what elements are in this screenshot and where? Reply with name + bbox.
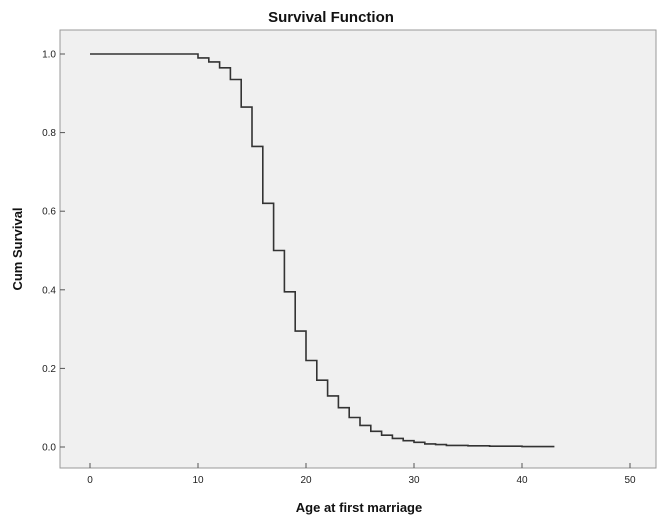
chart-title: Survival Function	[268, 9, 394, 26]
x-axis-ticks: 0 10 20 30 40 50	[87, 463, 636, 486]
x-tick-label: 20	[300, 475, 312, 486]
plot-area	[59, 29, 657, 469]
y-tick-label: 1.0	[42, 50, 56, 61]
x-tick-label: 30	[408, 475, 420, 486]
y-axis-ticks: 0.0 0.2 0.4 0.6 0.8 1.0	[42, 50, 65, 454]
survival-step-line	[90, 53, 555, 448]
x-tick-label: 10	[192, 475, 204, 486]
x-tick-label: 0	[87, 475, 93, 486]
x-axis-label: Age at first marriage	[296, 500, 422, 515]
y-axis-label: Cum Survival	[10, 207, 25, 290]
x-tick-label: 50	[624, 475, 636, 486]
y-tick-label: 0.0	[42, 443, 56, 454]
y-tick-label: 0.4	[42, 285, 56, 296]
y-tick-label: 0.8	[42, 128, 56, 139]
x-tick-label: 40	[516, 475, 528, 486]
y-tick-label: 0.6	[42, 207, 56, 218]
y-tick-label: 0.2	[42, 364, 56, 375]
